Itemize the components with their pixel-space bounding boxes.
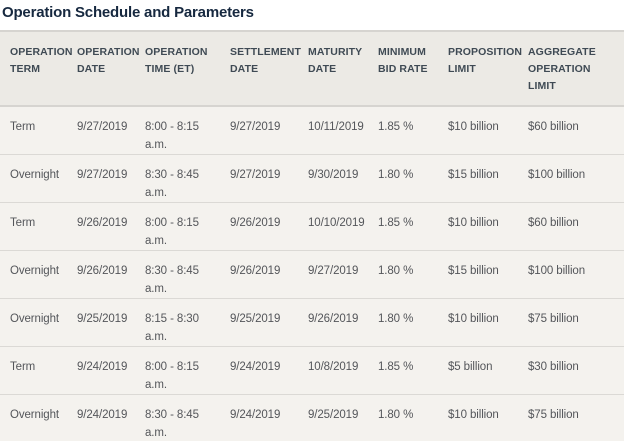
table-row: Term 9/27/2019 8:00 - 8:15 a.m. 9/27/201… — [0, 106, 624, 155]
cell-operation-date: 9/24/2019 — [77, 409, 128, 421]
cell-settlement-date: 9/25/2019 — [220, 298, 298, 347]
table-row: Overnight 9/26/2019 8:30 - 8:45 a.m. 9/2… — [0, 250, 624, 299]
cell-aggregate-operation-limit: $60 billion — [518, 106, 624, 155]
cell-maturity-date: 10/11/2019 — [298, 106, 368, 155]
cell-operation-term: Overnight — [10, 409, 59, 421]
header-operation-time: OPERATION TIME (ET) — [135, 30, 220, 107]
cell-settlement-date: 9/24/2019 — [230, 409, 281, 421]
cell-aggregate-operation-limit: $75 billion — [518, 298, 624, 347]
cell-minimum-bid-rate: 1.80 % — [368, 154, 438, 203]
header-settlement-date: SETTLEMENT DATE — [220, 30, 301, 107]
cell-operation-date: 9/26/2019 — [67, 250, 135, 299]
cell-maturity-date: 10/8/2019 — [298, 346, 368, 395]
cell-aggregate-operation-limit: $30 billion — [518, 346, 624, 395]
header-aggregate-operation-limit: AGGREGATE OPERATION LIMIT — [518, 30, 624, 107]
cell-proposition-limit: $15 billion — [438, 250, 518, 299]
cell-settlement-date: 9/26/2019 — [220, 250, 298, 299]
cell-minimum-bid-rate: 1.80 % — [368, 298, 438, 347]
cell-operation-term: Term — [0, 346, 67, 395]
cell-operation-date: 9/27/2019 — [67, 106, 135, 155]
cell-operation-date: 9/25/2019 — [67, 298, 135, 347]
cell-minimum-bid-rate: 1.85 % — [368, 346, 438, 395]
cell-maturity-date: 9/30/2019 — [298, 154, 368, 203]
header-operation-date: OPERATION DATE — [67, 30, 139, 107]
cell-operation-term: Overnight — [0, 298, 67, 347]
cell-minimum-bid-rate: 1.85 % — [368, 106, 438, 155]
cell-settlement-date: 9/24/2019 — [220, 346, 298, 395]
table-header-row: OPERATION TERM OPERATION DATE OPERATION … — [0, 30, 624, 107]
cell-operation-time: 8:00 - 8:15 a.m. — [135, 346, 220, 395]
cell-operation-term: Overnight — [0, 154, 67, 203]
table-row: Overnight 9/25/2019 8:15 - 8:30 a.m. 9/2… — [0, 298, 624, 347]
cell-maturity-date: 10/10/2019 — [298, 202, 368, 251]
cell-aggregate-operation-limit: $100 billion — [518, 154, 624, 203]
cell-proposition-limit: $10 billion — [438, 298, 518, 347]
cell-operation-term: Term — [0, 202, 67, 251]
cell-aggregate-operation-limit: $75 billion — [528, 409, 579, 421]
cell-settlement-date: 9/26/2019 — [220, 202, 298, 251]
cell-operation-term: Overnight — [0, 250, 67, 299]
operation-schedule-table: OPERATION TERM OPERATION DATE OPERATION … — [0, 30, 624, 441]
header-maturity-date: MATURITY DATE — [298, 30, 368, 107]
page-title: Operation Schedule and Parameters — [2, 4, 254, 21]
cell-operation-time: 8:30 - 8:45 a.m. — [135, 154, 220, 203]
cell-aggregate-operation-limit: $60 billion — [518, 202, 624, 251]
cell-settlement-date: 9/27/2019 — [220, 106, 298, 155]
cell-maturity-date: 9/25/2019 — [308, 409, 359, 421]
cell-minimum-bid-rate: 1.80 % — [368, 250, 438, 299]
table-row: Term 9/26/2019 8:00 - 8:15 a.m. 9/26/201… — [0, 202, 624, 251]
cell-operation-time: 8:15 - 8:30 a.m. — [135, 298, 220, 347]
cell-proposition-limit: $5 billion — [438, 346, 518, 395]
cell-proposition-limit: $15 billion — [438, 154, 518, 203]
header-proposition-limit: PROPOSITION LIMIT — [438, 30, 522, 107]
table-body: Term 9/27/2019 8:00 - 8:15 a.m. 9/27/201… — [0, 106, 624, 441]
cell-proposition-limit: $10 billion — [438, 106, 518, 155]
cell-operation-date: 9/27/2019 — [67, 154, 135, 203]
cell-aggregate-operation-limit: $100 billion — [518, 250, 624, 299]
cell-maturity-date: 9/27/2019 — [298, 250, 368, 299]
cell-operation-time: 8:00 - 8:15 a.m. — [135, 106, 220, 155]
cell-proposition-limit: $10 billion — [448, 409, 499, 421]
header-operation-term: OPERATION TERM — [0, 30, 72, 107]
cell-operation-time: 8:00 - 8:15 a.m. — [135, 202, 220, 251]
cell-minimum-bid-rate: 1.80 % — [378, 409, 414, 421]
cell-operation-time: 8:30 - 8:45 a.m. — [135, 250, 220, 299]
cell-settlement-date: 9/27/2019 — [220, 154, 298, 203]
cell-proposition-limit: $10 billion — [438, 202, 518, 251]
cell-operation-time: 8:30 - 8:45 a.m. — [145, 409, 199, 439]
table-row: Overnight 9/24/2019 8:30 - 8:45 a.m. 9/2… — [0, 395, 624, 441]
table-row: Overnight 9/27/2019 8:30 - 8:45 a.m. 9/2… — [0, 154, 624, 203]
cell-operation-date: 9/26/2019 — [67, 202, 135, 251]
table-row: Term 9/24/2019 8:00 - 8:15 a.m. 9/24/201… — [0, 346, 624, 395]
cell-minimum-bid-rate: 1.85 % — [368, 202, 438, 251]
cell-maturity-date: 9/26/2019 — [298, 298, 368, 347]
header-minimum-bid-rate: MINIMUM BID RATE — [368, 30, 438, 107]
cell-operation-term: Term — [0, 106, 67, 155]
cell-operation-date: 9/24/2019 — [67, 346, 135, 395]
